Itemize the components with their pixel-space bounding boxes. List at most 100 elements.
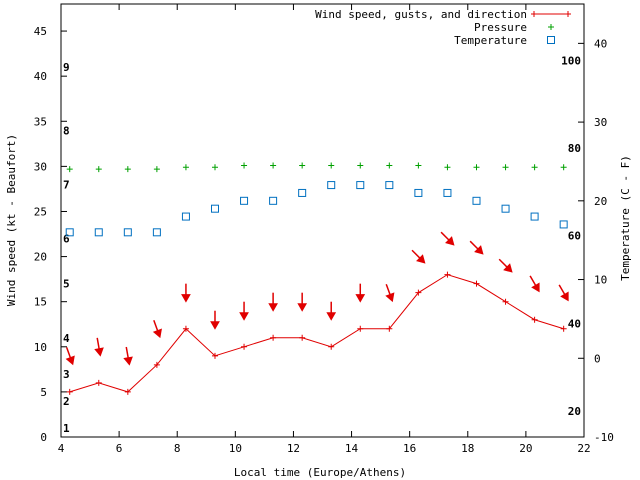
fahrenheit-label: 60 (568, 229, 581, 242)
x-axis-label: Local time (Europe/Athens) (234, 466, 406, 479)
wind-arrow (326, 301, 337, 321)
wind-arrow (210, 310, 220, 330)
beaufort-label: 6 (63, 233, 70, 246)
temperature-point (530, 212, 539, 221)
legend-sample-temperature (547, 36, 555, 44)
y2-axis-label: Temperature (C - F) (619, 155, 632, 281)
wind-arrow-head (181, 294, 191, 303)
pressure-point (328, 162, 335, 169)
x-tick-label: 8 (174, 442, 181, 455)
fahrenheit-label: 100 (561, 55, 581, 68)
wind-point (357, 325, 364, 332)
wind-arrow (529, 275, 540, 293)
temperature-point (152, 228, 161, 237)
legend-label-temperature: Temperature (454, 34, 527, 47)
legend-sample-pressure (548, 24, 554, 30)
wind-arrow (355, 283, 366, 303)
beaufort-label: 4 (63, 332, 70, 345)
wind-arrow-head (474, 245, 484, 255)
wind-series (66, 271, 567, 395)
wind-arrow (498, 258, 513, 273)
wind-line (69, 274, 564, 393)
pressure-point (124, 166, 131, 173)
wind-point (299, 334, 306, 341)
temperature-point (298, 188, 307, 197)
wind-arrow (123, 346, 133, 366)
beaufort-label: 7 (63, 178, 70, 191)
temperature-point (443, 188, 452, 197)
wind-point (211, 352, 218, 359)
x-tick-label: 10 (229, 442, 242, 455)
wind-arrow-head (123, 356, 133, 366)
y-axis-label: Wind speed (kt - Beaufort) (5, 134, 18, 306)
beaufort-label: 1 (63, 422, 70, 435)
fahrenheit-label: 80 (568, 142, 581, 155)
wind-point (95, 379, 102, 386)
wind-arrow-head (385, 292, 395, 303)
pressure-point (241, 162, 248, 169)
pressure-point (299, 162, 306, 169)
beaufort-label: 9 (63, 61, 70, 74)
wind-point (153, 361, 160, 368)
wind-arrow-head (326, 312, 337, 321)
y-tick-label: 10 (34, 341, 47, 354)
wind-arrow-head (65, 355, 75, 366)
y2-tick-label: 40 (594, 37, 607, 50)
temperature-point (65, 228, 74, 237)
temperature-point (414, 188, 423, 197)
y-tick-label: 25 (34, 205, 47, 218)
wind-point (473, 280, 480, 287)
legend-label-pressure: Pressure (474, 21, 527, 34)
y-tick-label: 20 (34, 251, 47, 264)
wind-arrow-head (152, 328, 162, 339)
wind-arrow (411, 249, 426, 264)
wind-arrow-head (560, 291, 569, 302)
plot-frame (60, 3, 585, 438)
pressure-point (357, 162, 364, 169)
wind-point (270, 334, 277, 341)
wind-arrow-head (239, 312, 249, 321)
wind-arrow (239, 301, 249, 321)
temperature-point (181, 212, 190, 221)
wind-point (66, 388, 73, 395)
temperature-point (94, 228, 103, 237)
wind-arrow-head (94, 347, 104, 357)
legend-sample-wind-end (565, 11, 571, 17)
y2-tick-label: -10 (594, 431, 614, 444)
x-tick-label: 12 (287, 442, 300, 455)
wind-arrow-head (297, 303, 308, 312)
wind-arrow (181, 283, 191, 303)
pressure-point (502, 164, 509, 171)
y-tick-label: 5 (40, 386, 47, 399)
x-tick-label: 22 (577, 442, 590, 455)
beaufort-label: 5 (63, 278, 70, 291)
temperature-point (269, 196, 278, 205)
fahrenheit-labels: 20 40 60 80 100 (561, 55, 581, 418)
y-tick-label: 40 (34, 70, 47, 83)
temperature-point (559, 220, 568, 229)
temperature-point (385, 181, 394, 190)
x-tick-label: 14 (345, 442, 359, 455)
legend-label-wind: Wind speed, gusts, and direction (315, 8, 527, 21)
wind-arrow (94, 337, 104, 357)
pressure-series (66, 162, 567, 173)
wind-arrow (152, 320, 162, 339)
wind-arrow-head (445, 236, 455, 246)
pressure-point (473, 164, 480, 171)
pressure-point (95, 166, 102, 173)
y2-tick-label: 20 (594, 195, 607, 208)
wind-arrow-head (355, 294, 366, 303)
x-tick-label: 20 (519, 442, 532, 455)
wind-point (502, 298, 509, 305)
pressure-point (531, 164, 538, 171)
wind-arrow (440, 231, 455, 246)
y-tick-label: 0 (40, 431, 47, 444)
wind-arrow-head (416, 254, 426, 264)
legend-sample-wind-start (531, 11, 537, 17)
beaufort-labels: 1 2 3 4 5 6 7 8 9 (63, 61, 70, 435)
wind-point (560, 325, 567, 332)
fahrenheit-label: 20 (568, 405, 581, 418)
temperature-point (240, 196, 249, 205)
wind-arrow-head (268, 303, 278, 312)
pressure-point (415, 162, 422, 169)
